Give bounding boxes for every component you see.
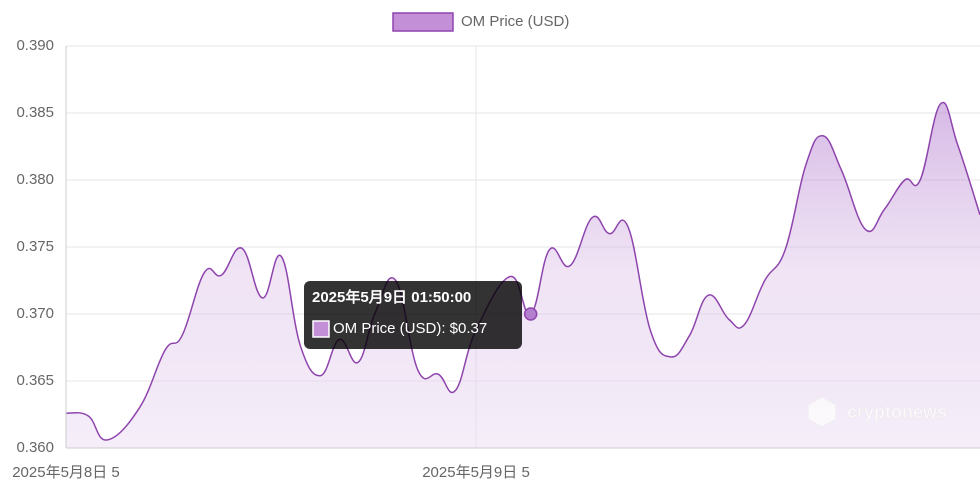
y-tick-label: 0.385 (16, 104, 54, 121)
y-tick-label: 0.380 (16, 171, 54, 188)
tooltip-label: OM Price (USD): $0.37 (333, 320, 487, 337)
tooltip-swatch (312, 320, 330, 338)
watermark-text: cryptonews (847, 402, 947, 422)
legend-label: OM Price (USD) (461, 13, 569, 30)
line (66, 101, 980, 441)
y-tick-label: 0.360 (16, 439, 54, 456)
y-tick-label: 0.390 (16, 37, 54, 54)
tooltip: 2025年5月9日 01:50:00 OM Price (USD): $0.37 (304, 281, 522, 349)
y-tick-label: 0.370 (16, 305, 54, 322)
watermark: cryptonews (807, 396, 947, 428)
area (66, 102, 980, 448)
tooltip-box (304, 281, 522, 349)
y-tick-label: 0.365 (16, 372, 54, 389)
x-tick-label: 2025年5月9日 5 (422, 464, 530, 481)
legend[interactable]: OM Price (USD) (392, 12, 569, 32)
legend-swatch (392, 12, 454, 32)
x-tick-label: 2025年5月8日 5 (12, 464, 120, 481)
tooltip-title: 2025年5月9日 01:50:00 (312, 288, 471, 306)
watermark-icon (807, 396, 837, 428)
hover-point (523, 307, 538, 321)
y-tick-label: 0.375 (16, 238, 54, 255)
